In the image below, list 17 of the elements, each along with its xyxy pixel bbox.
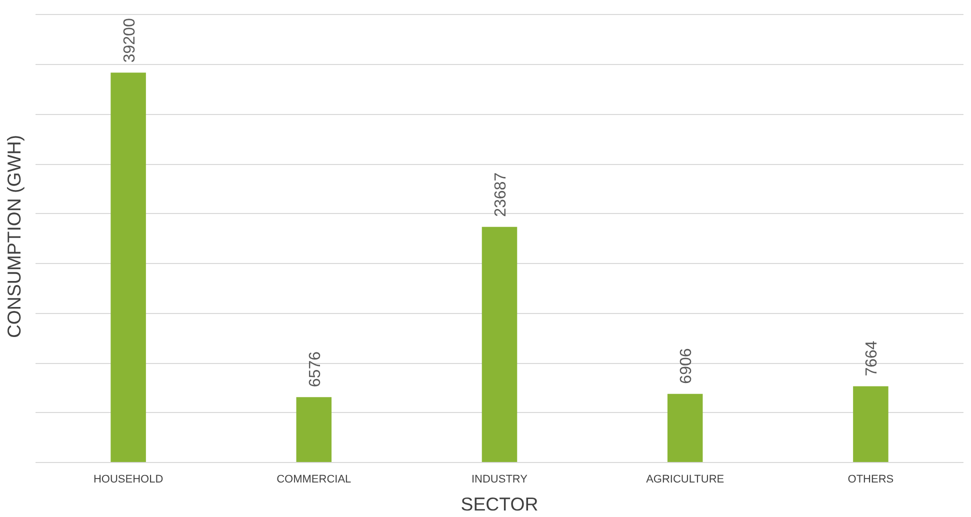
bar [667,394,703,462]
data-label: 23687 [492,172,510,217]
data-label: 6576 [306,351,324,388]
bar [296,397,332,462]
data-label: 39200 [121,18,138,63]
data-label: 7664 [864,340,881,376]
bar [482,226,518,462]
bar [110,72,146,462]
x-tick-label: OTHERS [848,474,894,486]
x-tick-label: COMMERCIAL [276,474,352,486]
bar [853,386,888,462]
y-axis-title: CONSUMPTION (GWH) [4,134,24,338]
data-label: 6906 [678,348,696,384]
x-tick-label: INDUSTRY [471,474,528,486]
x-tick-label: AGRICULTURE [646,474,724,486]
x-axis-title: SECTOR [460,494,538,514]
x-tick-label: HOUSEHOLD [93,474,164,486]
